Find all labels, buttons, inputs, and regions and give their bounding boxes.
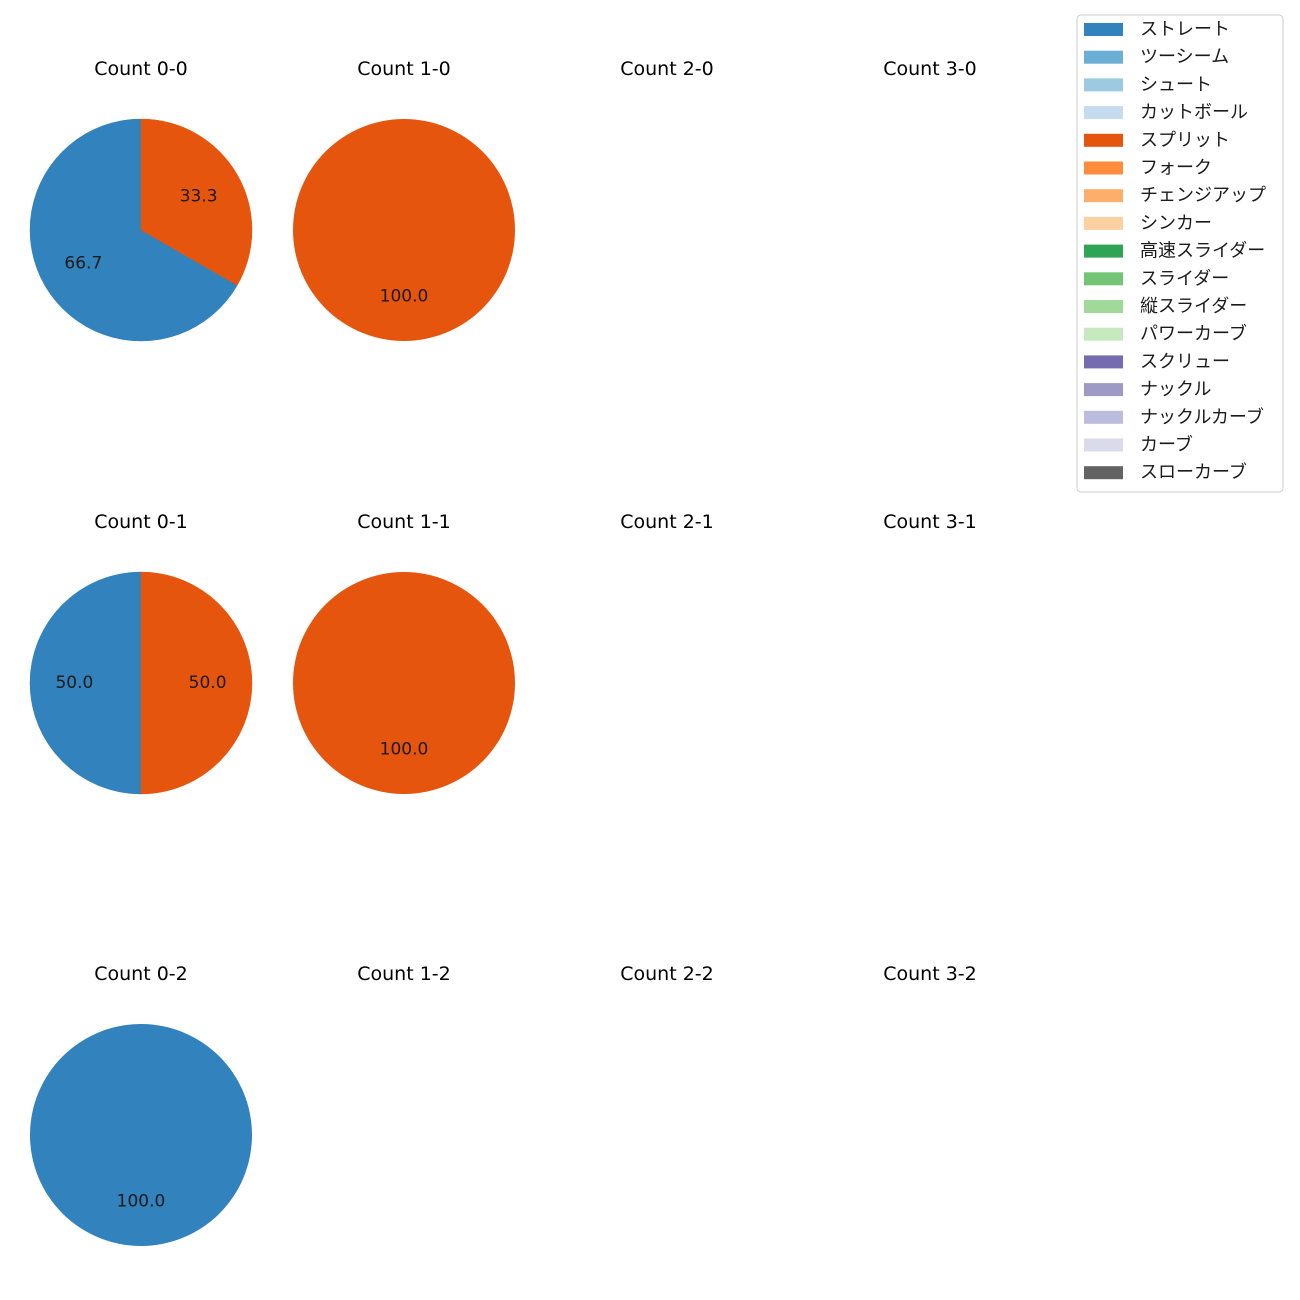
legend-swatch-8 (1084, 244, 1123, 258)
pct-label-count-0-2-0: 100.0 (117, 1192, 166, 1212)
legend-item-6: チェンジアップ (1084, 185, 1266, 206)
legend-swatch-11 (1084, 327, 1123, 341)
legend-swatch-16 (1084, 466, 1123, 480)
legend-swatch-3 (1084, 106, 1123, 120)
wedge-count-0-0--1 (140, 118, 253, 286)
legend-swatch-6 (1084, 189, 1123, 203)
legend-label-11: パワーカーブ (1140, 323, 1247, 345)
pie-count-1-1: Count 1-1 100.0 (293, 511, 515, 794)
legend-item-7: シンカー (1084, 213, 1212, 234)
panel-title-count-3-0: Count 3-0 (883, 58, 977, 80)
pie-count-3-2: Count 3-2 (883, 963, 977, 985)
pct-label-count-0-0-0: 66.7 (64, 253, 102, 273)
panel-title-count-1-0: Count 1-0 (357, 58, 451, 80)
legend-item-2: シュート (1084, 74, 1212, 95)
legend-item-4: スプリット (1084, 130, 1230, 151)
legend-label-10: 縦スライダー (1140, 296, 1247, 317)
legend-label-16: スローカーブ (1140, 461, 1247, 483)
pie-count-1-0: Count 1-0 100.0 (293, 58, 515, 341)
pie-panels: Count 0-0 66.7 33.3 Count 1-0 100.0 Count 2-0… (29, 58, 977, 1246)
pct-label-count-0-1-1: 50.0 (189, 673, 227, 693)
legend-item-0: ストレート (1084, 19, 1230, 40)
legend-swatch-15 (1084, 438, 1123, 452)
pie-count-0-0: Count 0-0 66.7 33.3 (29, 58, 253, 342)
panel-title-count-0-2: Count 0-2 (94, 963, 188, 985)
legend-label-0: ストレート (1140, 19, 1230, 40)
panel-title-count-3-2: Count 3-2 (883, 963, 977, 985)
pie-count-1-2: Count 1-2 (357, 963, 451, 985)
wedge-count-0-2--0 (30, 1024, 252, 1246)
legend-swatch-2 (1084, 78, 1123, 92)
legend-label-1: ツーシーム (1140, 47, 1229, 68)
pie-count-2-2: Count 2-2 (620, 963, 714, 985)
legend-label-4: スプリット (1140, 130, 1230, 151)
legend-label-3: カットボール (1140, 102, 1248, 123)
wedge-count-1-1--0 (293, 572, 515, 794)
legend-label-2: シュート (1140, 74, 1212, 95)
legend-swatch-12 (1084, 355, 1123, 369)
legend-label-5: フォーク (1140, 158, 1212, 179)
legend-swatch-5 (1084, 161, 1123, 175)
pct-label-count-0-0-1: 33.3 (180, 187, 218, 207)
pie-count-2-0: Count 2-0 (620, 58, 714, 80)
pie-count-3-1: Count 3-1 (883, 511, 977, 533)
legend-item-10: 縦スライダー (1084, 296, 1247, 317)
legend-item-9: スライダー (1084, 268, 1229, 289)
legend-item-14: ナックルカーブ (1084, 406, 1264, 428)
legend-label-7: シンカー (1140, 213, 1212, 234)
legend-frame (1076, 14, 1284, 493)
wedge-count-1-0--0 (293, 119, 515, 341)
pct-label-count-0-1-0: 50.0 (55, 673, 93, 693)
panel-title-count-2-0: Count 2-0 (620, 58, 714, 80)
pie-count-2-1: Count 2-1 (620, 511, 714, 533)
wedge-count-0-0--0 (29, 118, 238, 342)
legend-item-11: パワーカーブ (1084, 323, 1247, 345)
legend-item-5: フォーク (1084, 158, 1212, 179)
panel-title-count-0-0: Count 0-0 (94, 58, 188, 80)
legend-item-13: ナックル (1084, 379, 1211, 400)
legend-label-12: スクリュー (1140, 351, 1230, 372)
panel-title-count-2-1: Count 2-1 (620, 511, 714, 533)
legend-swatch-14 (1084, 410, 1123, 424)
pie-count-0-2: Count 0-2 100.0 (30, 963, 252, 1246)
panel-title-count-1-1: Count 1-1 (357, 511, 451, 533)
pct-label-count-1-0-0: 100.0 (380, 287, 429, 307)
pie-count-0-1: Count 0-1 50.0 50.0 (29, 511, 253, 795)
legend-swatch-4 (1084, 133, 1123, 147)
legend-label-8: 高速スライダー (1140, 241, 1265, 262)
legend-label-9: スライダー (1140, 268, 1229, 289)
legend-swatch-10 (1084, 300, 1123, 313)
legend-item-12: スクリュー (1084, 351, 1230, 372)
wedge-count-0-1--0 (29, 571, 142, 795)
legend-item-1: ツーシーム (1084, 47, 1229, 68)
pct-label-count-1-1-0: 100.0 (380, 740, 429, 760)
legend-item-3: カットボール (1084, 102, 1248, 123)
legend: ストレートツーシームシュートカットボールスプリットフォークチェンジアップシンカー… (1076, 14, 1284, 493)
wedge-count-0-1--1 (140, 571, 253, 795)
legend-label-13: ナックル (1140, 379, 1211, 400)
legend-item-8: 高速スライダー (1084, 241, 1265, 262)
panel-title-count-1-2: Count 1-2 (357, 963, 451, 985)
legend-label-6: チェンジアップ (1140, 185, 1266, 206)
pie-count-3-0: Count 3-0 (883, 58, 977, 80)
panel-title-count-2-2: Count 2-2 (620, 963, 714, 985)
legend-swatch-1 (1084, 50, 1123, 64)
legend-label-14: ナックルカーブ (1140, 406, 1264, 428)
legend-swatch-7 (1084, 216, 1123, 230)
legend-item-16: スローカーブ (1084, 461, 1247, 483)
legend-swatch-0 (1084, 23, 1123, 36)
panel-title-count-0-1: Count 0-1 (94, 511, 188, 533)
legend-swatch-13 (1084, 383, 1123, 397)
legend-label-15: カーブ (1140, 434, 1193, 456)
legend-item-15: カーブ (1084, 434, 1193, 456)
panel-title-count-3-1: Count 3-1 (883, 511, 977, 533)
legend-swatch-9 (1084, 272, 1123, 286)
